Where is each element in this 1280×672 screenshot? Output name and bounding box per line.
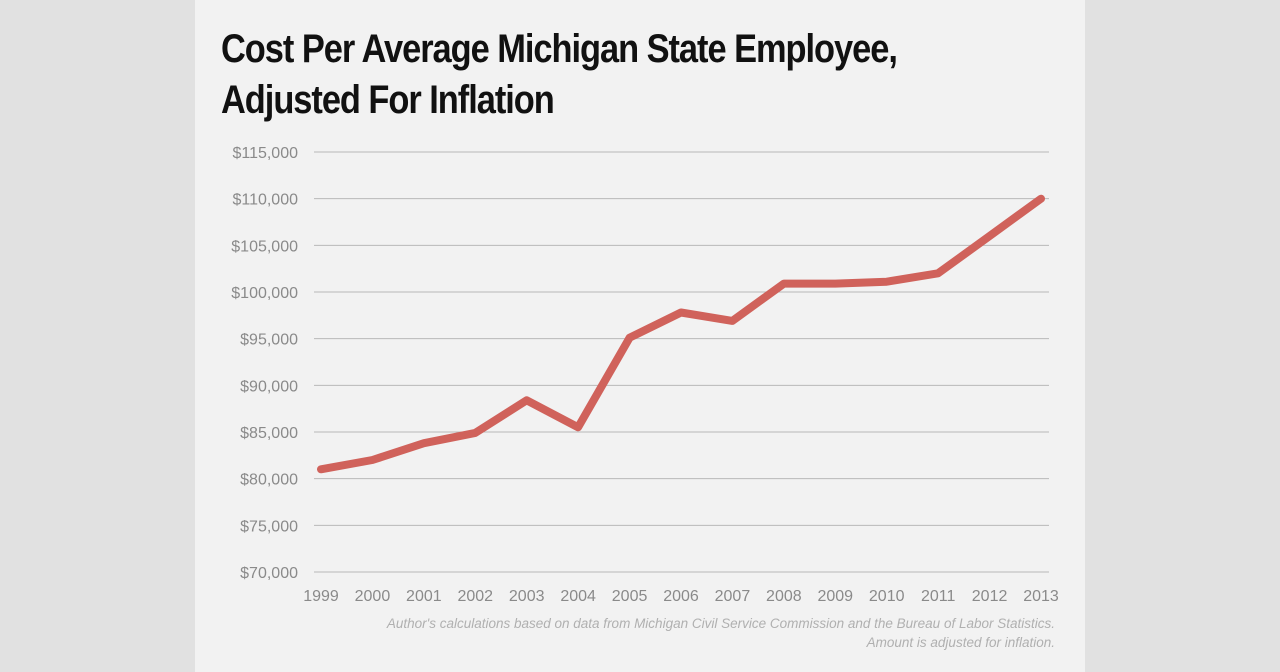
gridlines	[314, 151, 1049, 573]
x-tick-label: 2011	[921, 588, 956, 605]
chart-title: Cost Per Average Michigan State Employee…	[221, 24, 943, 126]
x-tick-label: 2010	[869, 588, 905, 605]
x-tick-label: 2004	[560, 588, 596, 605]
y-tick-label: $90,000	[240, 378, 298, 395]
source-note: Author's calculations based on data from…	[255, 614, 1055, 652]
x-tick-label: 2006	[663, 588, 699, 605]
y-tick-label: $70,000	[240, 565, 298, 582]
y-tick-label: $85,000	[240, 425, 298, 442]
x-tick-label: 1999	[303, 588, 339, 605]
x-tick-label: 2012	[972, 588, 1008, 605]
x-tick-label: 2005	[612, 588, 648, 605]
y-tick-label: $95,000	[240, 332, 298, 349]
x-tick-label: 2001	[406, 588, 442, 605]
x-tick-label: 2002	[457, 588, 493, 605]
y-tick-label: $105,000	[231, 238, 298, 255]
source-note-line-1: Author's calculations based on data from…	[386, 616, 1055, 631]
y-tick-label: $100,000	[231, 285, 298, 302]
y-tick-label: $110,000	[232, 192, 298, 209]
x-tick-label: 2007	[715, 588, 751, 605]
y-tick-label: $75,000	[240, 518, 298, 535]
y-axis-labels: $70,000 $75,000 $80,000 $85,000 $90,000 $95,0…	[231, 145, 298, 582]
y-tick-label: $80,000	[240, 472, 298, 489]
x-tick-label: 2009	[817, 588, 853, 605]
chart-title-line-1: Cost Per Average Michigan State Employee…	[221, 27, 898, 71]
line-chart: $70,000 $75,000 $80,000 $85,000 $90,000 $95,0…	[231, 145, 1059, 605]
x-tick-label: 2003	[509, 588, 545, 605]
x-tick-label: 2000	[355, 588, 391, 605]
x-axis-labels: 1999 2000 2001 2002 2003 2004 2005 2006 2007 2008…	[303, 588, 1059, 605]
x-tick-label: 2008	[766, 588, 802, 605]
y-tick-label: $115,000	[232, 145, 298, 162]
chart-title-line-2: Adjusted For Inflation	[221, 78, 555, 122]
chart-panel: Cost Per Average Michigan State Employee…	[195, 0, 1085, 672]
source-note-line-2: Amount is adjusted for inflation.	[866, 635, 1055, 650]
series-line	[317, 194, 1045, 474]
x-tick-label: 2013	[1023, 588, 1059, 605]
data-series	[317, 194, 1045, 474]
